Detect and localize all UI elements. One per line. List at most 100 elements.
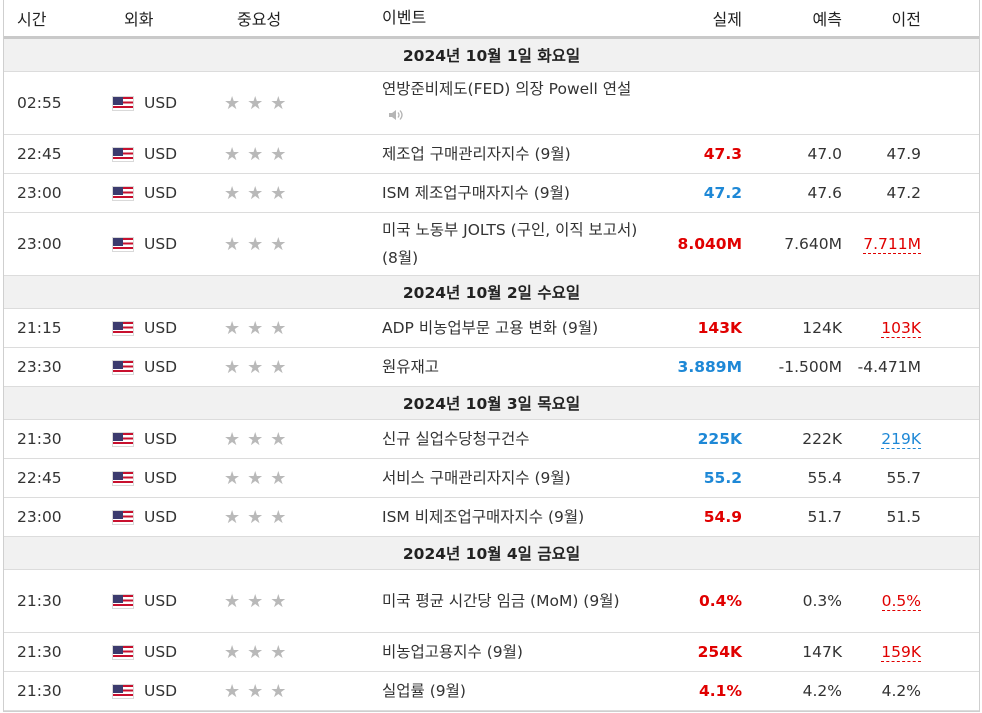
event-link[interactable]: 제조업 구매관리자지수 (9월) [372, 134, 652, 174]
table-row[interactable]: 22:45 USD ★★★ 제조업 구매관리자지수 (9월) 47.3 47.0… [4, 134, 979, 174]
previous-value: 4.2% [842, 671, 979, 711]
forecast-value: 47.0 [742, 134, 842, 174]
importance-stars-icon: ★★★ [224, 143, 294, 165]
table-row[interactable]: 23:00 USD ★★★ ISM 비제조업구매자지수 (9월) 54.9 51… [4, 497, 979, 537]
event-link[interactable]: 실업률 (9월) [372, 671, 652, 711]
day-header: 2024년 10월 4일 금요일 [4, 536, 979, 570]
forecast-value: 51.7 [742, 497, 842, 537]
forecast-value: 55.4 [742, 458, 842, 498]
importance-stars-icon: ★★★ [224, 233, 294, 255]
importance-stars-icon: ★★★ [224, 317, 294, 339]
actual-value: 4.1% [652, 671, 742, 711]
previous-value [842, 71, 979, 135]
us-flag-icon [112, 683, 134, 699]
importance-stars-icon: ★★★ [224, 467, 294, 489]
us-flag-icon [112, 95, 134, 111]
event-link[interactable]: 미국 노동부 JOLTS (구인, 이직 보고서) (8월) [372, 212, 652, 276]
day-label: 2024년 10월 4일 금요일 [4, 536, 979, 570]
header-time[interactable]: 시간 [4, 0, 112, 39]
previous-value-revised[interactable]: 159K [881, 643, 921, 662]
header-currency[interactable]: 외화 [112, 0, 224, 39]
event-time: 23:00 [4, 497, 112, 537]
event-time: 23:00 [4, 212, 112, 276]
table-row[interactable]: 22:45 USD ★★★ 서비스 구매관리자지수 (9월) 55.2 55.4… [4, 458, 979, 498]
us-flag-icon [112, 509, 134, 525]
actual-value: 254K [652, 632, 742, 672]
day-label: 2024년 10월 3일 목요일 [4, 386, 979, 420]
speaker-icon [388, 103, 404, 131]
table-row[interactable]: 21:30 USD ★★★ 미국 평균 시간당 임금 (MoM) (9월) 0.… [4, 569, 979, 633]
header-event[interactable]: 이벤트 [372, 0, 652, 39]
forecast-value: 147K [742, 632, 842, 672]
currency-code: USD [144, 319, 178, 337]
header-actual[interactable]: 실제 [652, 0, 742, 39]
event-time: 21:30 [4, 632, 112, 672]
currency-code: USD [144, 184, 178, 202]
us-flag-icon [112, 644, 134, 660]
table-row[interactable]: 23:00 USD ★★★ ISM 제조업구매자지수 (9월) 47.2 47.… [4, 173, 979, 213]
us-flag-icon [112, 236, 134, 252]
actual-value: 47.3 [652, 134, 742, 174]
actual-value: 0.4% [652, 569, 742, 633]
previous-value: 47.9 [842, 134, 979, 174]
previous-value-revised[interactable]: 0.5% [881, 592, 921, 611]
event-link[interactable]: 미국 평균 시간당 임금 (MoM) (9월) [372, 569, 652, 633]
us-flag-icon [112, 470, 134, 486]
actual-value: 143K [652, 308, 742, 348]
us-flag-icon [112, 593, 134, 609]
event-time: 02:55 [4, 71, 112, 135]
forecast-value: 124K [742, 308, 842, 348]
day-header: 2024년 10월 1일 화요일 [4, 37, 979, 72]
day-label: 2024년 10월 1일 화요일 [4, 37, 979, 72]
event-time: 21:30 [4, 569, 112, 633]
table-row[interactable]: 02:55 USD ★★★ 연방준비제도(FED) 의장 Powell 연설 [4, 71, 979, 135]
table-row[interactable]: 21:30 USD ★★★ 비농업고용지수 (9월) 254K 147K 159… [4, 632, 979, 672]
currency-code: USD [144, 94, 178, 112]
economic-calendar: 시간 외화 중요성 이벤트 실제 예측 이전 2024년 10월 1일 화요일 … [3, 0, 980, 712]
event-time: 21:15 [4, 308, 112, 348]
event-link[interactable]: 원유재고 [372, 347, 652, 387]
event-link[interactable]: ISM 비제조업구매자지수 (9월) [372, 497, 652, 537]
currency-code: USD [144, 508, 178, 526]
importance-stars-icon: ★★★ [224, 680, 294, 702]
event-link[interactable]: 서비스 구매관리자지수 (9월) [372, 458, 652, 498]
event-link[interactable]: 비농업고용지수 (9월) [372, 632, 652, 672]
table-row[interactable]: 21:15 USD ★★★ ADP 비농업부문 고용 변화 (9월) 143K … [4, 308, 979, 348]
us-flag-icon [112, 320, 134, 336]
previous-value-revised[interactable]: 103K [881, 319, 921, 338]
table-row[interactable]: 21:30 USD ★★★ 신규 실업수당청구건수 225K 222K 219K [4, 419, 979, 459]
us-flag-icon [112, 146, 134, 162]
importance-stars-icon: ★★★ [224, 182, 294, 204]
day-header: 2024년 10월 2일 수요일 [4, 275, 979, 309]
forecast-value: 222K [742, 419, 842, 459]
previous-value: 47.2 [842, 173, 979, 213]
currency-code: USD [144, 643, 178, 661]
event-link[interactable]: 연방준비제도(FED) 의장 Powell 연설 [382, 79, 632, 98]
event-link[interactable]: ISM 제조업구매자지수 (9월) [372, 173, 652, 213]
currency-code: USD [144, 235, 178, 253]
forecast-value: 47.6 [742, 173, 842, 213]
header-forecast[interactable]: 예측 [742, 0, 842, 39]
table-row[interactable]: 23:30 USD ★★★ 원유재고 3.889M -1.500M -4.471… [4, 347, 979, 387]
currency-code: USD [144, 430, 178, 448]
actual-value: 54.9 [652, 497, 742, 537]
previous-value: 55.7 [842, 458, 979, 498]
importance-stars-icon: ★★★ [224, 590, 294, 612]
header-previous[interactable]: 이전 [842, 0, 979, 39]
event-link[interactable]: 신규 실업수당청구건수 [372, 419, 652, 459]
importance-stars-icon: ★★★ [224, 428, 294, 450]
table-row[interactable]: 23:00 USD ★★★ 미국 노동부 JOLTS (구인, 이직 보고서) … [4, 212, 979, 276]
previous-value-revised[interactable]: 219K [881, 430, 921, 449]
forecast-value [742, 71, 842, 135]
header-importance[interactable]: 중요성 [224, 0, 372, 39]
event-link[interactable]: ADP 비농업부문 고용 변화 (9월) [372, 308, 652, 348]
forecast-value: 4.2% [742, 671, 842, 711]
previous-value-revised[interactable]: 7.711M [863, 235, 921, 254]
event-time: 21:30 [4, 419, 112, 459]
previous-value: 51.5 [842, 497, 979, 537]
table-row[interactable]: 21:30 USD ★★★ 실업률 (9월) 4.1% 4.2% 4.2% [4, 671, 979, 711]
day-label: 2024년 10월 2일 수요일 [4, 275, 979, 309]
event-time: 21:30 [4, 671, 112, 711]
importance-stars-icon: ★★★ [224, 92, 294, 114]
currency-code: USD [144, 145, 178, 163]
